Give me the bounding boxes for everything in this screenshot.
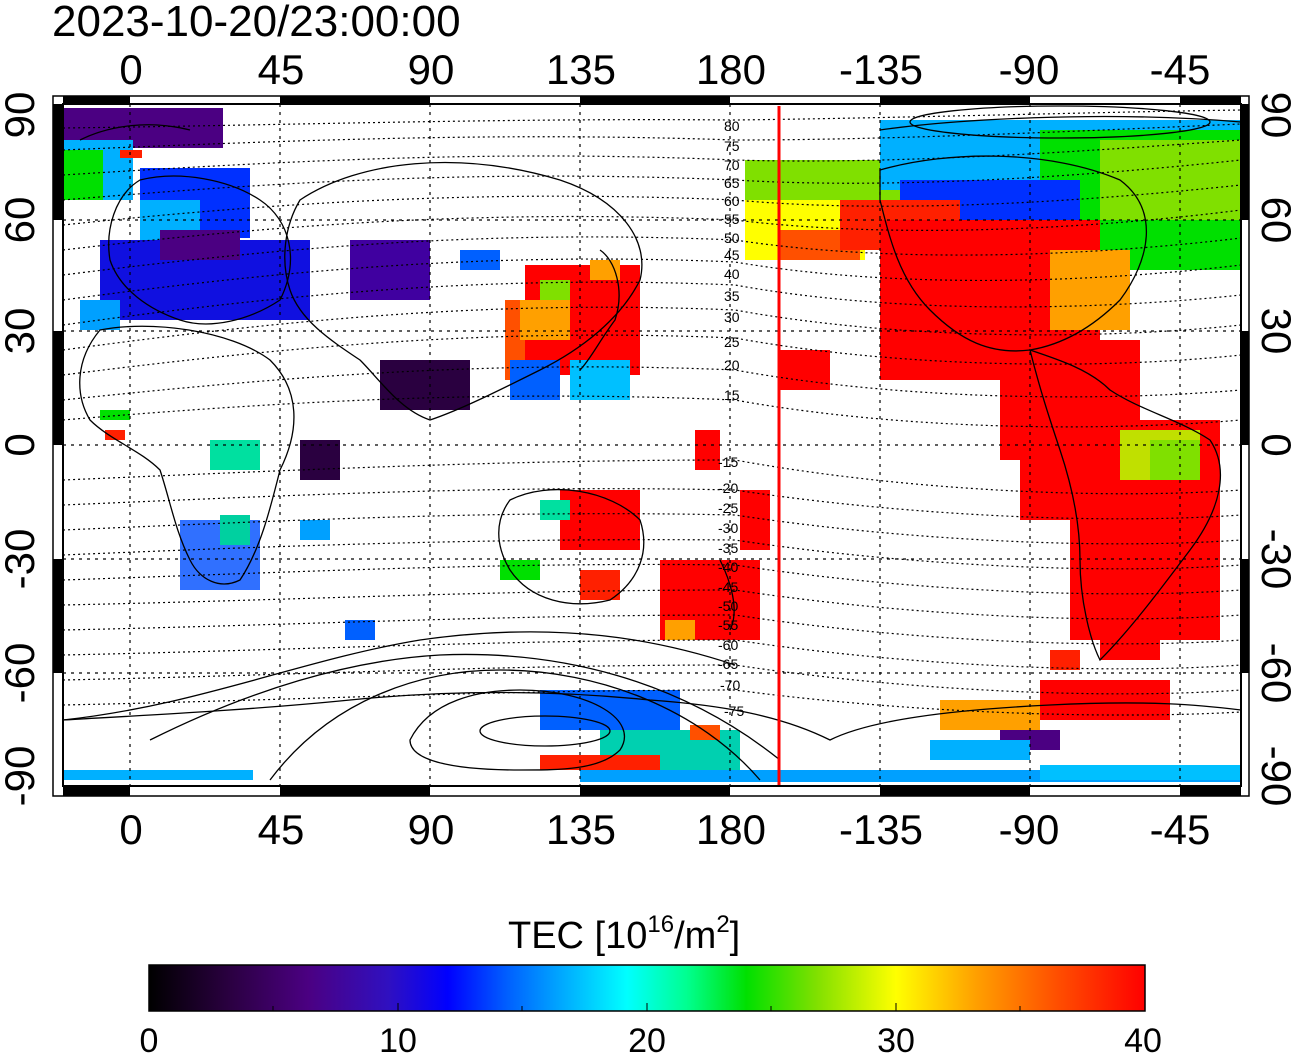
top-lon-label: 45	[258, 46, 305, 93]
mlat-label: 50	[724, 230, 740, 246]
right-lat-label: 30	[1253, 308, 1294, 355]
timestamp: 2023-10-20/23:00:00	[52, 0, 461, 46]
bottom-lon-label: 180	[696, 806, 766, 853]
mlat-label: -55	[718, 617, 738, 633]
mlat-label: 15	[724, 387, 740, 403]
mlat-label: 30	[724, 309, 740, 325]
mlat-label: 40	[724, 266, 740, 282]
right-lat-label: -60	[1253, 643, 1294, 704]
map-frame	[52, 95, 1250, 797]
mlat-label: -25	[718, 500, 738, 516]
left-lat-label: -30	[0, 529, 43, 590]
top-lon-label: 180	[696, 46, 766, 93]
mlat-label: -20	[718, 480, 738, 496]
mlat-label: -40	[718, 559, 738, 575]
mlat-label: 35	[724, 288, 740, 304]
top-lon-label: -45	[1150, 46, 1211, 93]
right-latitude-labels: 90 60 30 0 -30 -60 -90	[1253, 92, 1294, 807]
top-lon-label: 135	[546, 46, 616, 93]
bottom-lon-label: 90	[408, 806, 455, 853]
top-lon-label: 90	[408, 46, 455, 93]
mlat-label: -30	[718, 520, 738, 536]
colorbar-labels: 0 10 20 30 40	[140, 1022, 1162, 1057]
mlat-label: -50	[718, 598, 738, 614]
top-longitude-labels: 0 45 90 135 180 -135 -90 -45	[119, 46, 1210, 93]
top-lon-label: -90	[999, 46, 1060, 93]
mlat-label: 20	[724, 357, 740, 373]
right-lat-label: -30	[1253, 529, 1294, 590]
mlat-label: -35	[718, 540, 738, 556]
colorbar-label: 10	[379, 1022, 417, 1057]
colorbar-title: TEC [1016/m2]	[508, 911, 740, 957]
left-lat-label: 90	[0, 92, 43, 139]
mlat-label: -45	[718, 579, 738, 595]
colorbar-label: 30	[877, 1022, 915, 1057]
bottom-lon-label: -45	[1150, 806, 1211, 853]
top-lon-label: 0	[119, 46, 142, 93]
bottom-lon-label: 0	[119, 806, 142, 853]
mlat-label: 55	[724, 211, 740, 227]
bottom-lon-label: 135	[546, 806, 616, 853]
mlat-label: 75	[724, 138, 740, 154]
left-lat-label: 60	[0, 197, 43, 244]
right-lat-label: -90	[1253, 746, 1294, 807]
mlat-label: 70	[724, 157, 740, 173]
mlat-label: -65	[718, 656, 738, 672]
coastlines	[63, 124, 1241, 741]
left-lat-label: -60	[0, 643, 43, 704]
left-lat-label: 30	[0, 308, 43, 355]
colorbar-label: 20	[628, 1022, 666, 1057]
top-lon-label: -135	[839, 46, 923, 93]
left-lat-label: 0	[0, 433, 43, 456]
graticule	[63, 104, 1241, 786]
colorbar-ticks	[272, 1003, 1021, 1011]
mlat-label: -15	[718, 454, 738, 470]
mlat-label: 25	[724, 334, 740, 350]
mlat-label: 80	[724, 118, 740, 134]
bottom-lon-label: -135	[839, 806, 923, 853]
right-lat-label: 0	[1253, 433, 1294, 456]
mlat-label: -60	[718, 637, 738, 653]
colorbar-label: 0	[140, 1022, 159, 1057]
mlat-label: 65	[724, 175, 740, 191]
colorbar-label: 40	[1124, 1022, 1162, 1057]
right-lat-label: 60	[1253, 197, 1294, 244]
mlat-labels: 80 75 70 65 60 55 50 45 40 35 30 25 20 1…	[718, 118, 744, 719]
left-latitude-labels: 90 60 30 0 -30 -60 -90	[0, 92, 43, 807]
mlat-label: -70	[720, 677, 740, 693]
bottom-longitude-labels: 0 45 90 135 180 -135 -90 -45	[119, 806, 1210, 853]
mlat-label: -75	[724, 703, 744, 719]
left-lat-label: -90	[0, 746, 43, 807]
bottom-lon-label: 45	[258, 806, 305, 853]
bottom-lon-label: -90	[999, 806, 1060, 853]
right-lat-label: 90	[1253, 92, 1294, 139]
mlat-label: 45	[724, 247, 740, 263]
mlat-label: 60	[724, 193, 740, 209]
